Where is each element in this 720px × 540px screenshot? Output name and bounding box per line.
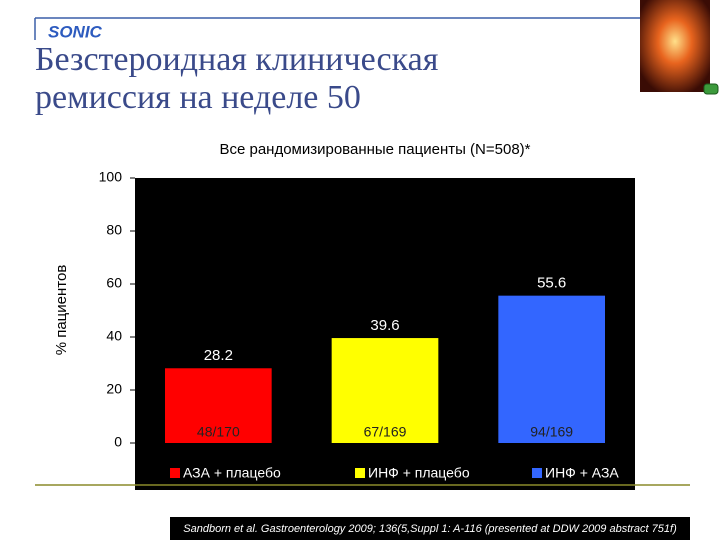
bar-note: 94/169 <box>530 424 573 440</box>
y-tick-label: 80 <box>106 222 122 238</box>
value-label: 28.2 <box>204 347 233 364</box>
title: Безстероидная клиническая ремиссия на нед… <box>35 41 439 116</box>
bar <box>498 295 605 443</box>
value-label: 55.6 <box>537 275 566 292</box>
header-image <box>640 0 710 92</box>
legend-label: ИНФ + плацебо <box>368 465 470 481</box>
bar <box>165 368 272 443</box>
legend-label: АЗА + плацебо <box>183 465 281 481</box>
bar-note: 67/169 <box>364 424 407 440</box>
subtitle: Все рандомизированные пациенты (N=508)* <box>219 141 530 158</box>
legend-swatch <box>355 468 365 478</box>
value-label: 39.6 <box>370 317 399 334</box>
footnote: Sandborn et al. Gastroenterology 2009; 1… <box>183 523 677 535</box>
y-axis-label: % пациентов <box>53 265 70 356</box>
y-tick-label: 60 <box>106 275 122 291</box>
y-tick-label: 40 <box>106 328 122 344</box>
nav-icon <box>703 83 719 95</box>
y-tick-label: 0 <box>114 434 122 450</box>
legend-swatch <box>170 468 180 478</box>
y-tick-label: 20 <box>106 381 122 397</box>
bar <box>331 338 439 443</box>
footnote-box <box>170 517 690 540</box>
legend-swatch <box>532 468 542 478</box>
brand: SONIC <box>48 22 103 41</box>
y-tick-label: 100 <box>99 169 123 185</box>
legend-label: ИНФ + АЗА <box>545 465 619 481</box>
bar-note: 48/170 <box>197 424 240 440</box>
